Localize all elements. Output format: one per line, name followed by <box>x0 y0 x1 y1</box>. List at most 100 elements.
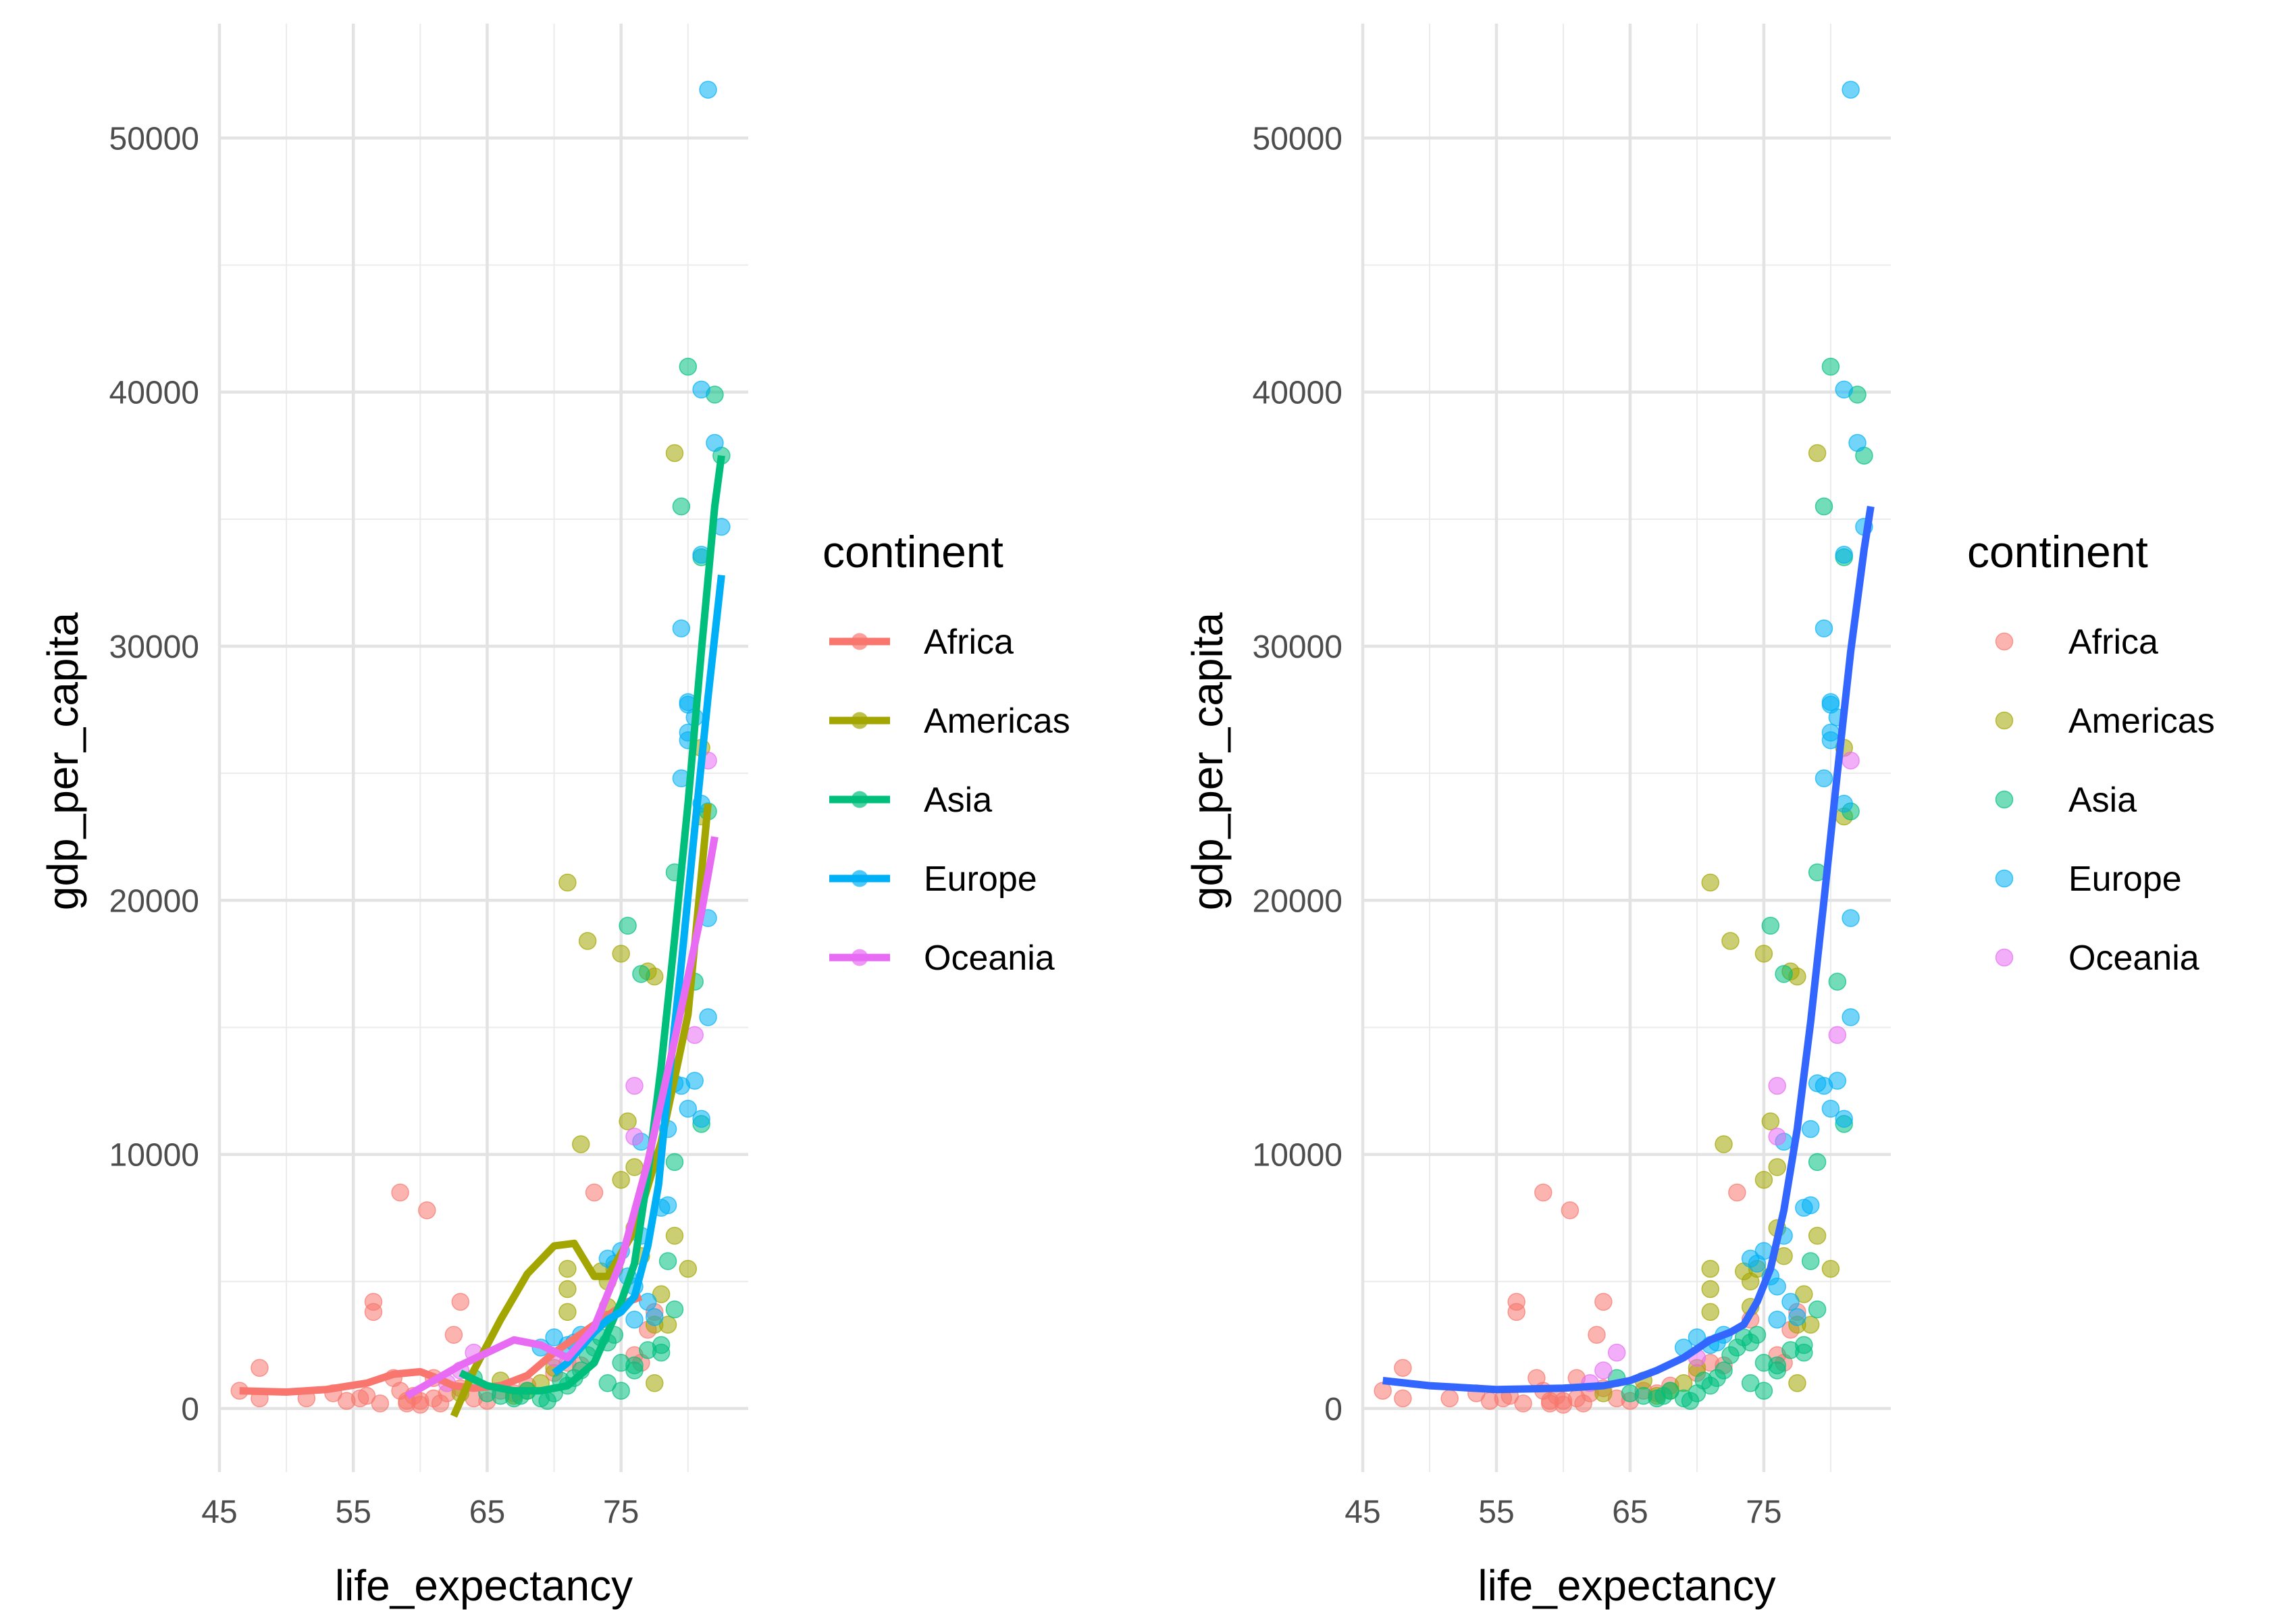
p1-point-europe <box>1768 1310 1786 1329</box>
p0-point-africa <box>585 1183 604 1202</box>
p0-point-americas <box>665 444 684 463</box>
p1-point-americas <box>1754 1170 1773 1189</box>
p1-point-africa <box>1594 1292 1613 1311</box>
p0-point-asia <box>632 965 650 983</box>
p0-point-oceania <box>625 1076 644 1095</box>
p0-legend-key-point <box>851 712 868 729</box>
p1-point-americas <box>1788 1374 1806 1392</box>
p0-y-tick-label: 0 <box>181 1392 199 1427</box>
left-panel: 45 55 65 75 0 10000 20000 30000 40000 50000 life_e… <box>38 24 1070 1610</box>
p1-y-tick-label: 40000 <box>1253 375 1342 411</box>
p1-point-europe <box>1815 769 1833 787</box>
p0-point-americas <box>665 1226 684 1245</box>
p0-smooth-line-africa <box>239 1293 643 1396</box>
p0-point-americas <box>652 1285 671 1303</box>
p0-point-africa <box>391 1183 409 1202</box>
p1-point-asia <box>1801 1252 1820 1270</box>
p1-point-europe <box>1821 1099 1840 1118</box>
p0-point-asia <box>665 1153 684 1172</box>
p0-point-americas <box>625 1158 644 1176</box>
p0-x-axis-title: life_expectancy <box>335 1561 633 1610</box>
p1-legend-key-point <box>1995 790 2014 809</box>
p0-point-europe <box>672 619 691 637</box>
p1-point-asia <box>1808 1153 1827 1172</box>
p1-x-axis-title: life_expectancy <box>1478 1561 1775 1610</box>
p1-point-americas <box>1754 945 1773 963</box>
p0-point-asia <box>672 497 691 516</box>
p1-point-europe <box>1835 546 1853 564</box>
p0-point-americas <box>619 1112 637 1130</box>
p1-point-asia <box>1768 1361 1786 1380</box>
p0-point-asia <box>619 916 637 935</box>
p1-point-europe <box>1842 80 1860 99</box>
p0-point-europe <box>679 1099 698 1118</box>
p0-point-oceania <box>625 1128 644 1146</box>
p1-point-oceania <box>1594 1361 1613 1380</box>
p1-point-americas <box>1721 932 1740 950</box>
p1-point-africa <box>1394 1359 1412 1377</box>
p1-point-oceania <box>1768 1076 1786 1095</box>
p0-y-axis-title: gdp_per_capita <box>38 612 87 910</box>
p1-grid <box>1361 24 1891 1472</box>
p1-x-tick-label: 65 <box>1612 1494 1648 1530</box>
p1-smooth-line-overall <box>1382 506 1875 1394</box>
p1-point-europe <box>1842 1008 1860 1026</box>
p1-point-europe <box>1835 1109 1853 1128</box>
p0-point-americas <box>558 1280 577 1299</box>
p1-point-europe <box>1801 1120 1820 1138</box>
p1-legend-key-point <box>1995 632 2014 651</box>
p1-point-africa <box>1561 1201 1580 1220</box>
p1-point-oceania <box>1607 1343 1626 1362</box>
p0-point-europe <box>625 1310 644 1329</box>
p1-legend-label: Oceania <box>2068 939 2199 978</box>
p0-y-tick-label: 40000 <box>109 375 199 411</box>
p0-point-americas <box>612 1170 630 1189</box>
p0-point-americas <box>571 1135 590 1153</box>
p0-point-americas <box>679 1259 698 1278</box>
p0-point-africa <box>451 1292 470 1311</box>
p0-point-africa <box>444 1326 463 1344</box>
p0-point-europe <box>685 1072 704 1090</box>
p0-point-africa <box>364 1303 383 1321</box>
p1-legend-label: Asia <box>2068 781 2137 820</box>
p1-point-europe <box>1848 434 1867 452</box>
p1-point-europe <box>1801 1196 1820 1215</box>
p0-point-americas <box>645 1374 664 1392</box>
p1-points <box>1374 80 1873 1414</box>
p1-point-africa <box>1440 1389 1459 1408</box>
p1-x-tick-label: 75 <box>1746 1494 1781 1530</box>
p1-point-europe <box>1781 1292 1800 1311</box>
p0-point-europe <box>699 1008 717 1026</box>
p1-point-asia <box>1741 1374 1760 1392</box>
p0-point-europe <box>699 80 717 99</box>
p0-point-asia <box>652 1336 671 1355</box>
p1-y-tick-label: 50000 <box>1253 121 1342 157</box>
p0-point-americas <box>578 932 597 950</box>
p1-y-tick-label: 10000 <box>1253 1138 1342 1174</box>
p1-point-europe <box>1815 619 1833 637</box>
p0-point-asia <box>598 1374 617 1392</box>
p1-point-oceania <box>1842 752 1860 770</box>
p1-point-asia <box>1661 1382 1679 1400</box>
p1-point-europe <box>1842 909 1860 927</box>
p0-legend-key-point <box>851 791 868 808</box>
p0-point-europe <box>639 1292 657 1311</box>
p0-legend: continent Africa Americas Asia Europe Oceania <box>823 527 1070 978</box>
p1-point-africa <box>1728 1183 1746 1202</box>
p1-point-asia <box>1715 1361 1733 1380</box>
p1-legend-label: Americas <box>2068 702 2215 741</box>
p0-legend-key-point <box>851 633 868 650</box>
p0-point-americas <box>658 1315 677 1334</box>
p1-point-asia <box>1828 972 1847 991</box>
p1-point-africa <box>1588 1326 1606 1344</box>
p1-y-tick-label: 20000 <box>1253 883 1342 919</box>
p1-y-axis-title: gdp_per_capita <box>1183 612 1232 910</box>
p0-point-europe <box>692 380 710 399</box>
p0-point-americas <box>558 1259 577 1278</box>
p0-smooth-line-oceania <box>405 836 719 1399</box>
p0-x-tick-label: 55 <box>336 1494 371 1530</box>
p1-point-asia <box>1808 1300 1827 1319</box>
p1-point-oceania <box>1768 1128 1786 1146</box>
p0-legend-key-point <box>851 949 868 966</box>
p1-point-asia <box>1761 916 1780 935</box>
